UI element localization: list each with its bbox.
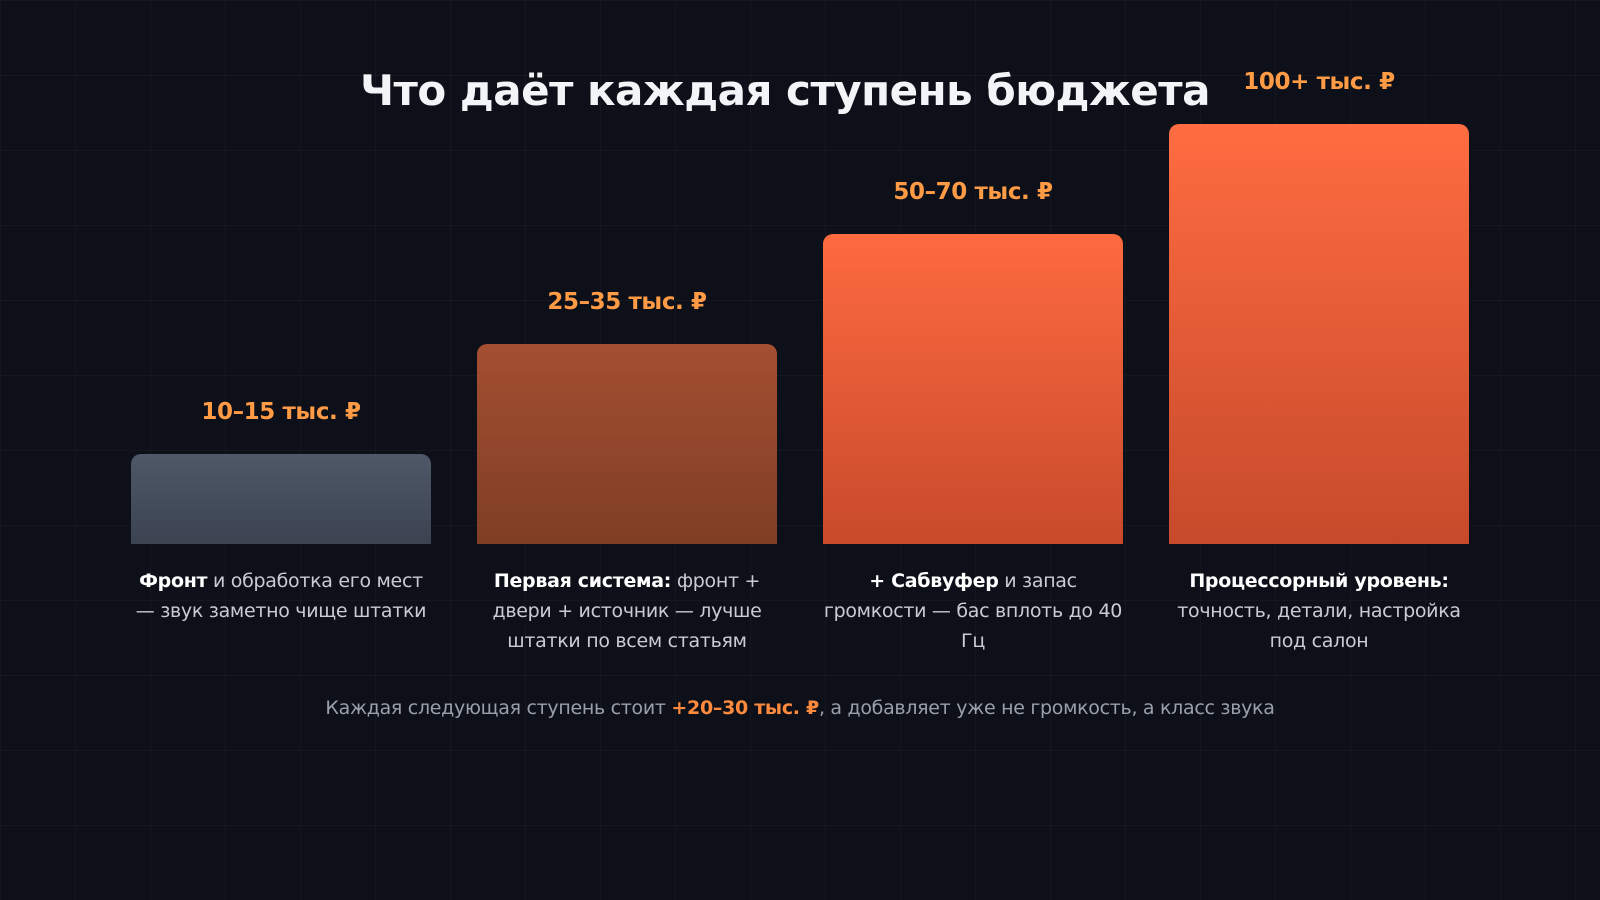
bar-description-1: Фронт и обработка его мест — звук заметн… <box>131 566 431 626</box>
bar-value-label-2: 25–35 тыс. ₽ <box>547 289 707 315</box>
footnote-suffix: , а добавляет уже не громкость, а класс … <box>818 697 1275 719</box>
bar-description-bold: Процессорный уровень: <box>1189 570 1449 592</box>
bar-3 <box>823 234 1123 544</box>
bar-description-3: + Сабвуфер и запас громкости — бас вплот… <box>823 566 1123 656</box>
bar-description-text: и обработка его мест — звук заметно чище… <box>135 570 427 622</box>
bar-description-text: и запас громкости — бас вплоть до 40 Гц <box>823 570 1123 652</box>
footnote-prefix: Каждая следующая ступень стоит <box>325 697 672 719</box>
bar-description-4: Процессорный уровень: точность, детали, … <box>1169 566 1469 656</box>
bar-description-2: Первая система: фронт + двери + источник… <box>477 566 777 656</box>
bar-description-text: точность, детали, настройка под салон <box>1177 600 1461 652</box>
bar-1 <box>131 454 431 544</box>
bar-value-label-4: 100+ тыс. ₽ <box>1243 69 1395 95</box>
bar-4 <box>1169 124 1469 544</box>
bar-2 <box>477 344 777 544</box>
bar-description-bold: Фронт <box>139 570 208 592</box>
footnote: Каждая следующая ступень стоит +20–30 ты… <box>0 697 1600 719</box>
bar-description-bold: Первая система: <box>493 570 672 592</box>
bar-description-bold: + Сабвуфер <box>869 570 999 592</box>
page-title: Что даёт каждая ступень бюджета <box>360 66 1210 115</box>
bar-value-label-3: 50–70 тыс. ₽ <box>893 179 1053 205</box>
footnote-highlight: +20–30 тыс. ₽ <box>671 697 819 719</box>
bar-value-label-1: 10–15 тыс. ₽ <box>201 399 361 425</box>
bar-description-text: фронт + двери + источник — лучше штатки … <box>492 570 762 652</box>
